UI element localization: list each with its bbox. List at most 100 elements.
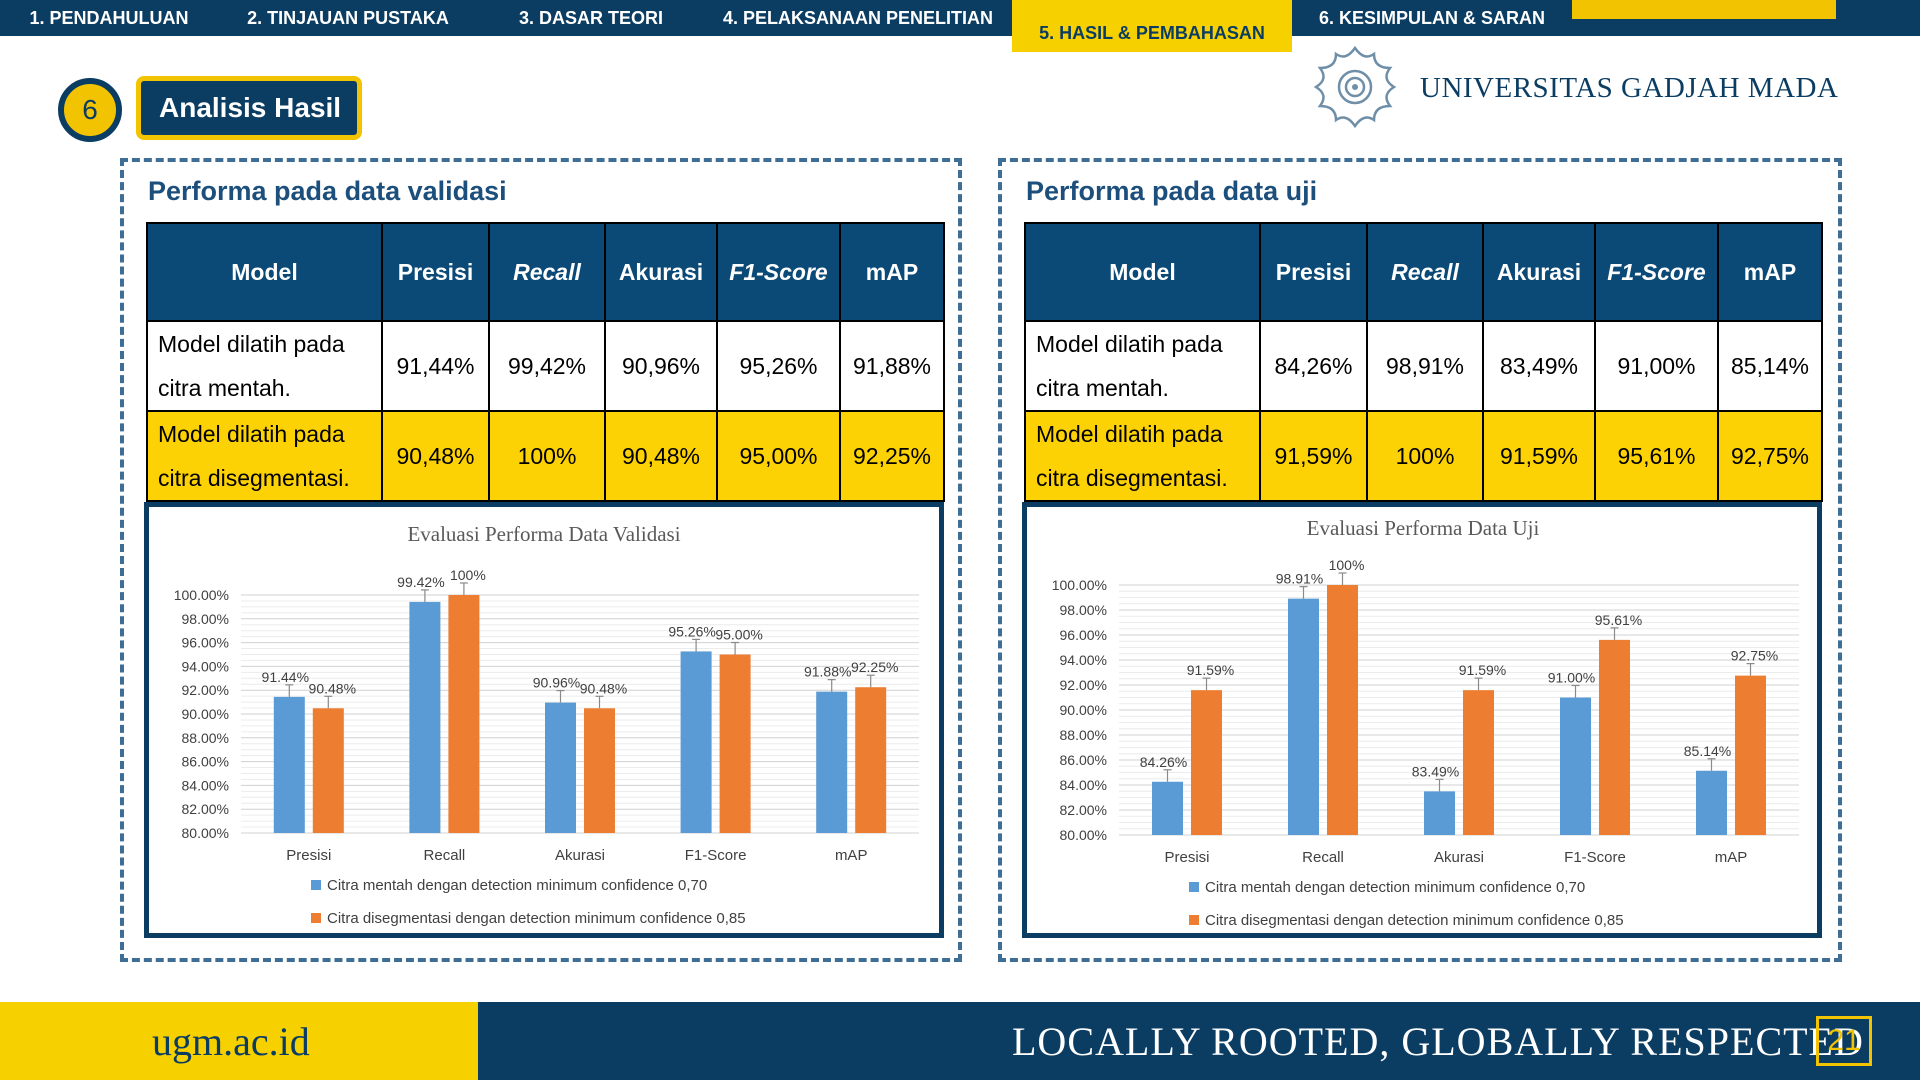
header-map: mAP	[1717, 222, 1823, 322]
bar-raw	[1696, 770, 1727, 835]
x-tick-label: F1-Score	[685, 847, 747, 864]
value-cell: 98,91%	[1366, 320, 1484, 412]
value-cell: 91,59%	[1259, 410, 1368, 502]
bar-segmented	[719, 654, 751, 833]
table-row: Model dilatih pada citra disegmentasi. 90…	[146, 410, 945, 502]
table-header-row: Model Presisi Recall Akurasi F1-Score mA…	[146, 222, 945, 322]
header-recall: Recall	[488, 222, 606, 322]
value-cell: 92,25%	[839, 410, 945, 502]
validation-table: Model Presisi Recall Akurasi F1-Score mA…	[146, 222, 945, 502]
x-tick-label: Presisi	[286, 847, 331, 864]
bar-segmented	[855, 687, 887, 833]
legend-swatch	[311, 913, 321, 923]
data-label: 95.61%	[1595, 612, 1642, 628]
bar-raw	[1288, 598, 1319, 835]
x-tick-label: Recall	[1302, 849, 1344, 866]
bar-raw	[1424, 791, 1455, 835]
value-cell: 100%	[488, 410, 606, 502]
x-tick-label: Akurasi	[1434, 849, 1484, 866]
legend-swatch	[1189, 915, 1199, 925]
footer-tagline: LOCALLY ROOTED, GLOBALLY RESPECTED	[1012, 1019, 1864, 1064]
x-tick-label: F1-Score	[1564, 849, 1626, 866]
value-cell: 91,44%	[381, 320, 490, 412]
bar-segmented	[584, 708, 615, 833]
tab-pendahuluan[interactable]: 1. PENDAHULUAN	[29, 7, 189, 28]
tab-hasil-pembahasan[interactable]: 5. HASIL & PEMBAHASAN	[1012, 0, 1292, 52]
footer-site-link[interactable]: ugm.ac.id	[152, 1019, 310, 1064]
bar-segmented	[1599, 639, 1630, 835]
data-label: 84.26%	[1140, 754, 1187, 770]
x-tick-label: Presisi	[1164, 849, 1209, 866]
value-cell: 90,48%	[604, 410, 718, 502]
bar-raw	[273, 696, 305, 833]
validation-panel: Performa pada data validasi Model Presis…	[120, 158, 962, 962]
legend-label: Citra disegmentasi dengan detection mini…	[1205, 912, 1624, 929]
header-model: Model	[146, 222, 383, 322]
table-header-row: Model Presisi Recall Akurasi F1-Score mA…	[1024, 222, 1823, 322]
x-tick-label: mAP	[1715, 849, 1748, 866]
table-row: Model dilatih pada citra mentah. 84,26% 9…	[1024, 320, 1823, 412]
bar-raw	[409, 601, 441, 833]
y-tick-label: 80.00%	[182, 825, 229, 841]
y-tick-label: 80.00%	[1060, 827, 1107, 843]
tab-tinjauan-pustaka[interactable]: 2. TINJAUAN PUSTAKA	[247, 7, 449, 28]
header-presisi: Presisi	[381, 222, 490, 322]
y-tick-label: 84.00%	[182, 777, 229, 793]
bar-raw	[680, 651, 712, 833]
chart-title: Evaluasi Performa Data Validasi	[407, 522, 680, 546]
data-label: 90.96%	[533, 675, 580, 691]
bar-segmented	[312, 708, 344, 833]
data-label: 100%	[450, 567, 486, 583]
header-akurasi: Akurasi	[1482, 222, 1596, 322]
header-akurasi: Akurasi	[604, 222, 718, 322]
section-number-badge: 6	[58, 78, 122, 142]
bar-raw	[545, 702, 576, 833]
tab-pelaksanaan-penelitian[interactable]: 4. PELAKSANAAN PENELITIAN	[722, 7, 994, 28]
y-tick-label: 88.00%	[1060, 727, 1107, 743]
value-cell: 95,00%	[716, 410, 841, 502]
validation-chart: Evaluasi Performa Data Validasi 80.00% 82.…	[144, 502, 944, 938]
y-tick-label: 100.00%	[174, 587, 229, 603]
bar-raw	[816, 691, 848, 833]
value-cell: 91,88%	[839, 320, 945, 412]
model-cell: Model dilatih pada citra mentah.	[1024, 320, 1261, 412]
data-label: 95.00%	[715, 627, 762, 643]
data-label: 83.49%	[1412, 763, 1459, 779]
y-tick-label: 86.00%	[182, 754, 229, 770]
header-f1-score: F1-Score	[1594, 222, 1719, 322]
y-tick-label: 96.00%	[1060, 627, 1107, 643]
data-label: 99.42%	[397, 574, 444, 590]
test-chart-svg: Evaluasi Performa Data Uji 80.00% 82.00% 84…	[1052, 516, 1799, 929]
table-row: Model dilatih pada citra disegmentasi. 91…	[1024, 410, 1823, 502]
data-label: 90.48%	[580, 680, 627, 696]
nav-accent-bar	[1572, 0, 1836, 19]
legend-label: Citra mentah dengan detection minimum co…	[327, 877, 707, 894]
y-tick-label: 82.00%	[182, 801, 229, 817]
data-label: 90.48%	[309, 680, 356, 696]
value-cell: 83,49%	[1482, 320, 1596, 412]
ugm-seal-icon	[1313, 45, 1397, 129]
tab-dasar-teori[interactable]: 3. DASAR TEORI	[518, 7, 664, 28]
model-cell: Model dilatih pada citra mentah.	[146, 320, 383, 412]
header-f1-score: F1-Score	[716, 222, 841, 322]
section-title: Analisis Hasil	[136, 76, 362, 140]
chart-title: Evaluasi Performa Data Uji	[1307, 516, 1540, 540]
test-title: Performa pada data uji	[1026, 176, 1318, 206]
y-tick-label: 96.00%	[182, 635, 229, 651]
data-label: 98.91%	[1276, 571, 1323, 587]
tab-kesimpulan-saran[interactable]: 6. KESIMPULAN & SARAN	[1318, 7, 1546, 28]
legend-label: Citra mentah dengan detection minimum co…	[1205, 879, 1585, 896]
bar-segmented	[1327, 585, 1358, 835]
value-cell: 84,26%	[1259, 320, 1368, 412]
y-tick-label: 84.00%	[1060, 777, 1107, 793]
bar-segmented	[1191, 690, 1222, 835]
value-cell: 91,59%	[1482, 410, 1596, 502]
value-cell: 100%	[1366, 410, 1484, 502]
value-cell: 91,00%	[1594, 320, 1719, 412]
top-nav: 1. PENDAHULUAN 2. TINJAUAN PUSTAKA 3. DA…	[0, 0, 1920, 52]
value-cell: 99,42%	[488, 320, 606, 412]
y-tick-label: 82.00%	[1060, 802, 1107, 818]
test-table: Model Presisi Recall Akurasi F1-Score mA…	[1024, 222, 1823, 502]
footer-right-band	[478, 1002, 1920, 1080]
data-label: 91.00%	[1548, 670, 1595, 686]
